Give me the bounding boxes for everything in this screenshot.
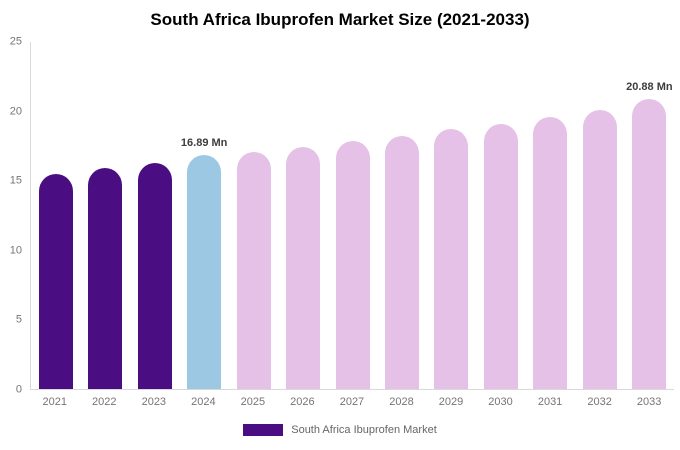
bar-column-2028: [377, 42, 426, 389]
x-tick-2025: 2025: [240, 396, 266, 408]
chart-title: South Africa Ibuprofen Market Size (2021…: [150, 10, 530, 29]
bar-column-2021: [31, 42, 80, 389]
bar-column-2033: 20.88 Mn: [625, 42, 674, 389]
bar-2022[interactable]: [88, 168, 123, 389]
x-tick-2026: 2026: [290, 396, 315, 408]
y-tick-15: 15: [9, 174, 22, 187]
bar-column-2026: [278, 42, 327, 389]
x-tick-2024: 2024: [191, 396, 216, 408]
x-tick-2033: 2033: [636, 396, 662, 408]
bar-2030[interactable]: [483, 123, 518, 389]
chart-container: 0 5 10 15 20 25 16.89 Mn 20.88 Mn: [0, 36, 680, 395]
x-tick-2030: 2030: [488, 396, 513, 408]
bar-2033[interactable]: [632, 99, 667, 389]
bar-column-2022: [80, 42, 129, 389]
bar-column-2032: [575, 42, 624, 389]
bar-column-2025: [229, 42, 278, 389]
y-tick-25: 25: [9, 35, 22, 48]
plot-area: 16.89 Mn 20.88 Mn: [30, 42, 674, 390]
legend-swatch: [243, 424, 284, 436]
x-axis: 2021 2022 2023 2024 2025 2026 2027 2028 2029 2030…: [30, 396, 674, 408]
x-tick-2032: 2032: [587, 396, 612, 408]
bar-column-2031: [526, 42, 575, 389]
bar-column-2024: 16.89 Mn: [179, 42, 228, 389]
x-tick-2029: 2029: [438, 396, 464, 408]
bar-value-label-2033: 20.88 Mn: [626, 81, 673, 94]
bar-2029[interactable]: [434, 129, 469, 389]
bar-column-2027: [328, 42, 377, 389]
bar-2023[interactable]: [137, 162, 172, 389]
bar-column-2029: [427, 42, 476, 389]
x-tick-2028: 2028: [389, 396, 414, 408]
x-tick-2023: 2023: [141, 396, 167, 408]
bar-2026[interactable]: [286, 146, 321, 389]
legend[interactable]: South Africa Ibuprofen Market: [0, 424, 680, 436]
bar-2025[interactable]: [236, 151, 271, 389]
x-tick-2027: 2027: [339, 396, 365, 408]
bar-2027[interactable]: [335, 141, 370, 389]
x-tick-2021: 2021: [42, 396, 67, 408]
bar-column-2030: [476, 42, 525, 389]
x-tick-2031: 2031: [537, 396, 563, 408]
legend-label: South Africa Ibuprofen Market: [291, 424, 437, 436]
y-tick-0: 0: [15, 383, 22, 396]
bar-2021[interactable]: [38, 173, 73, 389]
x-tick-2022: 2022: [92, 396, 117, 408]
y-tick-10: 10: [9, 244, 22, 257]
bar-column-2023: [130, 42, 179, 389]
bar-value-label-2024: 16.89 Mn: [180, 136, 228, 149]
bar-2032[interactable]: [582, 110, 617, 389]
bar-2031[interactable]: [533, 116, 568, 389]
y-axis: 0 5 10 15 20 25: [0, 36, 26, 395]
bar-2028[interactable]: [385, 135, 420, 389]
y-tick-5: 5: [15, 313, 22, 326]
y-tick-20: 20: [9, 105, 22, 118]
bar-2024[interactable]: [187, 154, 222, 389]
